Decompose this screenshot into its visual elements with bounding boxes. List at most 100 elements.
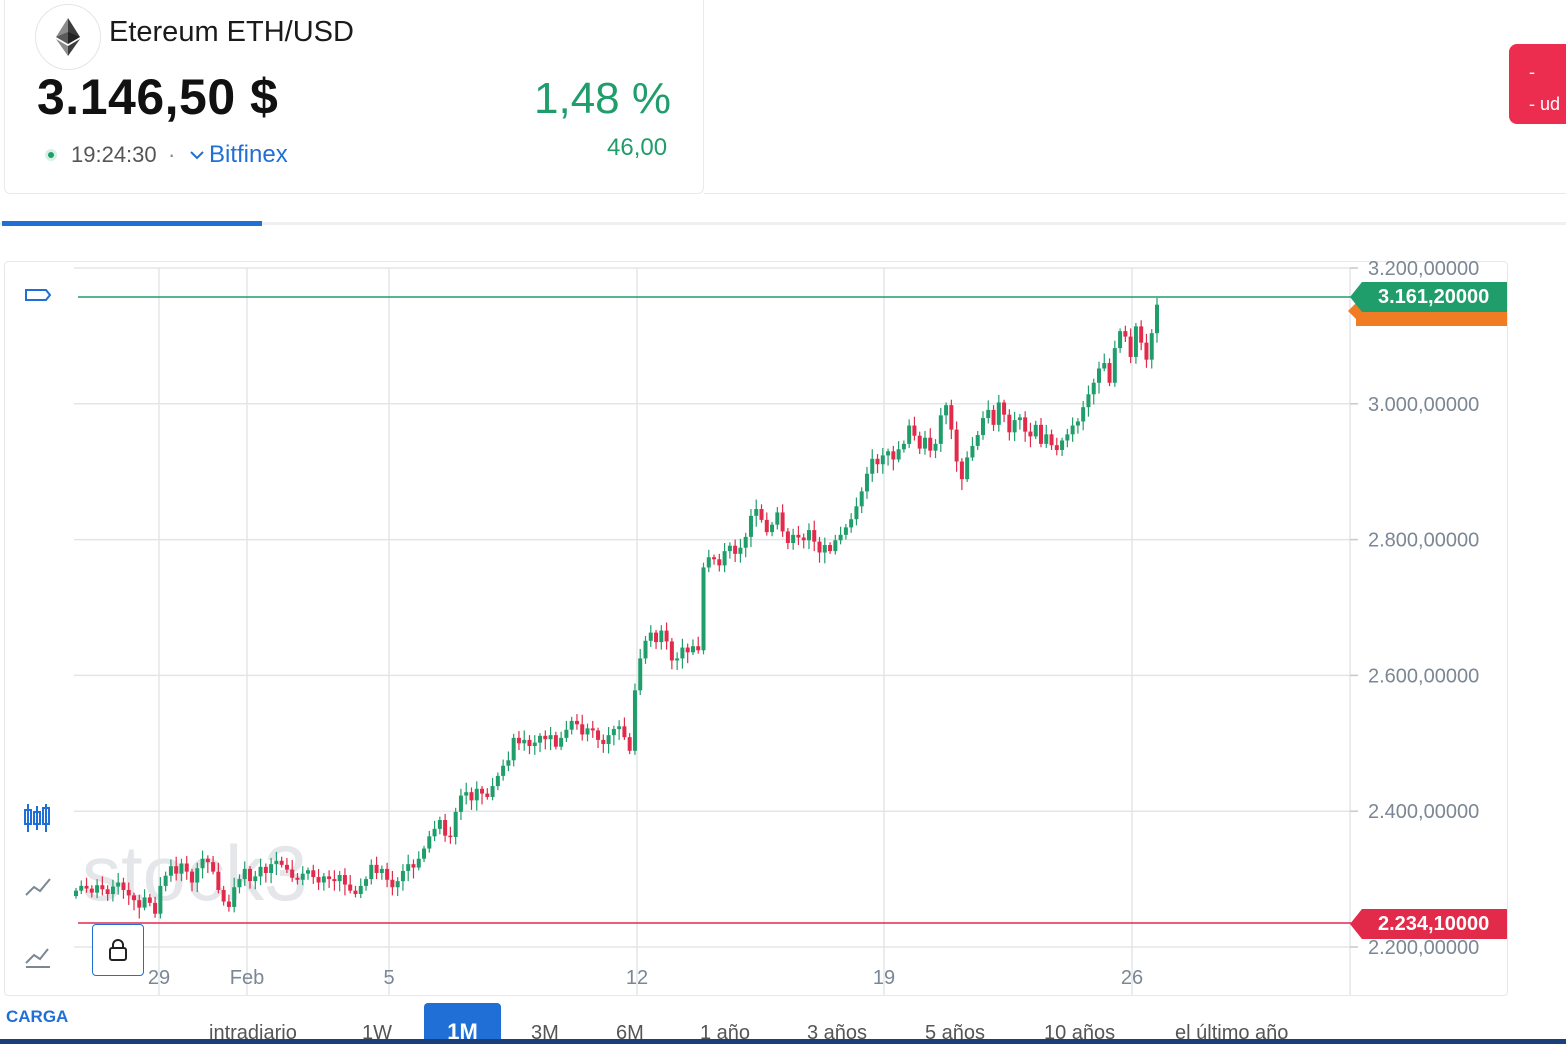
candle-body: [480, 788, 485, 794]
candle-body: [1075, 421, 1080, 426]
candle-body: [574, 720, 579, 725]
candle-body: [158, 885, 163, 914]
candle-body: [601, 739, 606, 744]
lock-icon: [109, 939, 127, 961]
candle-body: [706, 557, 711, 568]
candle-body: [448, 835, 453, 838]
candle-body: [696, 646, 701, 651]
candle-body: [864, 473, 869, 492]
sell-button[interactable]: - - ud: [1509, 44, 1566, 124]
candle-body: [1133, 326, 1138, 357]
candle-body: [817, 541, 822, 553]
separator-dot: ·: [168, 142, 176, 167]
current-price: 3.146,50 $: [37, 69, 279, 125]
candle-body: [632, 690, 637, 751]
range-intradiario[interactable]: intradiario: [209, 1022, 297, 1044]
candle-body: [163, 875, 168, 886]
candle-body: [680, 647, 685, 659]
range-1m[interactable]: 1M: [424, 1003, 501, 1044]
candle-body: [1086, 394, 1091, 408]
candle-body: [474, 788, 479, 801]
candle-body: [938, 415, 943, 444]
range-6m[interactable]: 6M: [616, 1022, 644, 1044]
candle-body: [137, 900, 142, 908]
candle-body: [1149, 333, 1154, 360]
asset-name: Etereum ETH/USD: [109, 16, 354, 48]
candle-body: [374, 864, 379, 873]
candle-body: [685, 647, 690, 653]
candle-body: [116, 882, 121, 887]
candle-body: [901, 443, 906, 450]
x-tick-label: 12: [626, 967, 648, 989]
candle-body: [348, 884, 353, 891]
candle-body: [548, 735, 553, 740]
candle-body: [379, 868, 384, 873]
candle-body: [390, 879, 395, 888]
candle-body: [975, 435, 980, 446]
exchange-dropdown[interactable]: Bitfinex: [189, 141, 288, 169]
candle-body: [437, 820, 442, 829]
candle-body: [216, 871, 221, 890]
range-10-years[interactable]: 10 años: [1044, 1022, 1116, 1044]
rectangle-icon[interactable]: [24, 287, 52, 303]
candle-body: [564, 729, 569, 738]
candlestick-icon[interactable]: [23, 802, 51, 834]
candle-body: [274, 860, 279, 865]
candle-body: [654, 632, 659, 643]
candle-body: [569, 720, 574, 730]
candle-body: [780, 512, 785, 532]
candle-body: [954, 429, 959, 462]
candle-body: [922, 437, 927, 449]
candle-body: [110, 886, 115, 895]
candle-body: [843, 527, 848, 535]
candle-body: [464, 792, 469, 796]
candle-body: [553, 735, 558, 747]
candle-body: [559, 737, 564, 747]
candle-body: [74, 890, 78, 897]
range-last-year[interactable]: el último año: [1175, 1022, 1289, 1044]
candle-body: [801, 537, 806, 541]
candle-body: [738, 547, 743, 554]
candle-body: [1023, 417, 1028, 432]
x-tick-label: 19: [873, 967, 895, 989]
range-3-years[interactable]: 3 años: [807, 1022, 868, 1044]
range-1w[interactable]: 1W: [362, 1022, 392, 1044]
y-tick-label: 3.200,00000: [1368, 258, 1479, 280]
candle-body: [648, 632, 653, 641]
candle-body: [532, 742, 537, 747]
range-3m[interactable]: 3M: [531, 1022, 559, 1044]
x-tick-label: 26: [1121, 967, 1143, 989]
candle-body: [675, 658, 680, 661]
candle-body: [643, 640, 648, 659]
bottom-bar: [0, 1039, 1566, 1044]
candle-body: [290, 869, 295, 878]
candle-body: [622, 726, 627, 738]
candle-body: [980, 418, 985, 436]
candle-body: [743, 536, 748, 548]
carga-label[interactable]: CARGA: [6, 1007, 69, 1026]
candle-body: [764, 519, 769, 533]
candle-body: [105, 889, 110, 895]
tab-track: [0, 222, 1566, 225]
candle-body: [226, 901, 231, 907]
candle-body: [1017, 417, 1022, 421]
line-chart-icon[interactable]: [24, 875, 52, 899]
candle-body: [1044, 434, 1049, 444]
candle-body: [416, 858, 421, 868]
candle-body: [132, 895, 137, 901]
low-price-tag: 2.234,10000: [1362, 909, 1507, 939]
candle-body: [886, 451, 891, 456]
ethereum-logo-icon: [35, 4, 101, 70]
quote-time: 19:24:30: [71, 142, 157, 167]
candle-body: [369, 864, 374, 880]
change-percent: 1,48 %: [534, 74, 671, 123]
range-5-years[interactable]: 5 años: [925, 1022, 986, 1044]
candle-body: [627, 737, 632, 751]
candle-body: [669, 641, 674, 661]
lock-button[interactable]: [92, 924, 144, 976]
range-1-year[interactable]: 1 año: [700, 1022, 751, 1044]
candle-body: [854, 506, 859, 520]
candle-body: [965, 457, 970, 480]
area-chart-icon[interactable]: [24, 945, 52, 969]
